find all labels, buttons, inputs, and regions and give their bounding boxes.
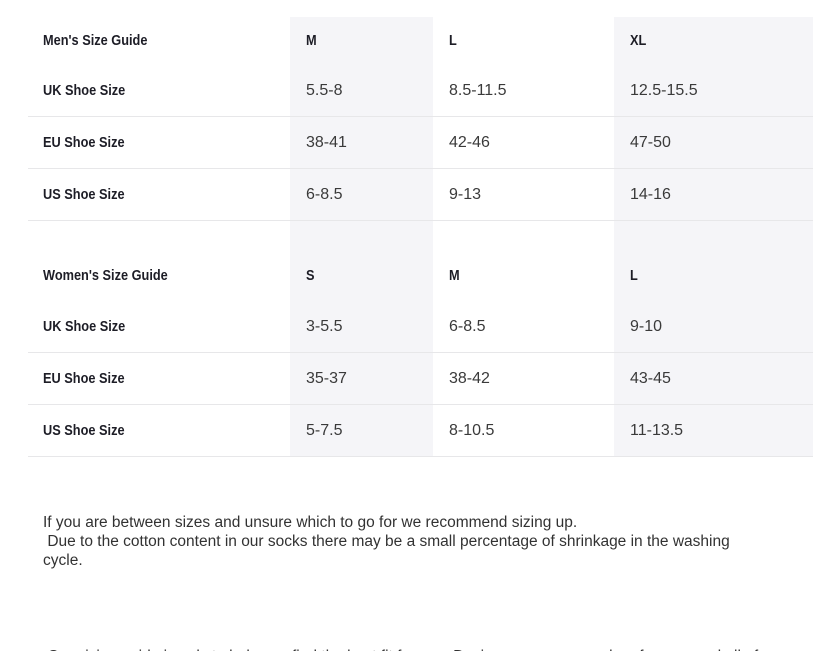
size-column-header-cell: M: [433, 250, 614, 301]
size-value: 9-10: [630, 317, 663, 335]
spacer-cell: [433, 221, 614, 251]
sizing-guide-page: Men's Size Guide M L XL UK Shoe Size 5.5…: [0, 17, 840, 651]
row-label-cell: EU Shoe Size: [28, 352, 290, 405]
size-value-cell: 38-42: [433, 352, 614, 405]
row-label: UK Shoe Size: [43, 318, 126, 335]
size-value-cell: 38-41: [290, 116, 433, 169]
womens-header-row: Women's Size Guide S M L: [28, 250, 813, 301]
size-value-cell: 9-13: [433, 168, 614, 221]
size-value-cell: 11-13.5: [614, 404, 813, 457]
table-row: US Shoe Size 6-8.5 9-13 14-16: [28, 168, 813, 221]
size-value: 8.5-11.5: [449, 81, 507, 99]
size-column-header-cell: L: [433, 17, 614, 65]
size-value: 8-10.5: [449, 421, 495, 439]
table-row: US Shoe Size 5-7.5 8-10.5 11-13.5: [28, 404, 813, 457]
table-row: EU Shoe Size 35-37 38-42 43-45: [28, 352, 813, 405]
row-label: US Shoe Size: [43, 422, 125, 439]
sizing-up-note: If you are between sizes and unsure whic…: [43, 514, 730, 569]
size-value: 38-41: [306, 133, 347, 151]
size-value: 12.5-15.5: [630, 81, 698, 99]
size-value-cell: 6-8.5: [433, 301, 614, 353]
size-value: 14-16: [630, 185, 671, 203]
size-column-header: L: [630, 267, 638, 284]
row-label-cell: UK Shoe Size: [28, 301, 290, 353]
womens-section-title-cell: Women's Size Guide: [28, 250, 290, 301]
size-value-cell: 6-8.5: [290, 168, 433, 221]
size-guide-table: Men's Size Guide M L XL UK Shoe Size 5.5…: [28, 17, 813, 457]
size-value-cell: 43-45: [614, 352, 813, 405]
size-value-cell: 8.5-11.5: [433, 65, 614, 117]
size-column-header: L: [449, 33, 457, 49]
row-label: UK Shoe Size: [43, 82, 126, 99]
size-value: 5.5-8: [306, 81, 343, 99]
size-value-cell: 5.5-8: [290, 65, 433, 117]
table-row: UK Shoe Size 5.5-8 8.5-11.5 12.5-15.5: [28, 65, 813, 117]
size-value: 47-50: [630, 133, 671, 151]
table-row: EU Shoe Size 38-41 42-46 47-50: [28, 116, 813, 169]
size-value-cell: 35-37: [290, 352, 433, 405]
size-value: 43-45: [630, 369, 671, 387]
size-value-cell: 47-50: [614, 116, 813, 169]
size-value: 6-8.5: [306, 185, 343, 203]
size-value: 38-42: [449, 369, 490, 387]
row-label-cell: US Shoe Size: [28, 404, 290, 457]
row-label: EU Shoe Size: [43, 370, 125, 387]
size-value-cell: 12.5-15.5: [614, 65, 813, 117]
row-label-cell: UK Shoe Size: [28, 65, 290, 117]
size-column-header-cell: XL: [614, 17, 813, 65]
size-value-cell: 3-5.5: [290, 301, 433, 353]
size-column-header-cell: S: [290, 250, 433, 301]
size-value-cell: 9-10: [614, 301, 813, 353]
spacer-row: [28, 220, 813, 251]
row-label-cell: US Shoe Size: [28, 168, 290, 221]
size-column-header: S: [306, 267, 315, 284]
mens-section-title: Men's Size Guide: [43, 33, 148, 49]
size-value-cell: 42-46: [433, 116, 614, 169]
fit-preference-note: Our sizing guide is only to help you fin…: [43, 647, 818, 651]
size-value: 5-7.5: [306, 421, 343, 439]
size-value: 11-13.5: [630, 421, 684, 439]
spacer-cell: [614, 220, 813, 250]
size-column-header-cell: L: [614, 250, 813, 301]
size-value: 6-8.5: [449, 317, 486, 335]
size-column-header-cell: M: [290, 17, 433, 65]
spacer-cell: [28, 221, 290, 251]
size-value-cell: 8-10.5: [433, 404, 614, 457]
size-value: 35-37: [306, 369, 347, 387]
spacer-cell: [290, 220, 433, 250]
row-label: US Shoe Size: [43, 186, 125, 203]
size-value: 42-46: [449, 133, 490, 151]
mens-header-row: Men's Size Guide M L XL: [28, 17, 813, 65]
size-value: 3-5.5: [306, 317, 343, 335]
notes-section: If you are between sizes and unsure whic…: [43, 475, 818, 651]
row-label-cell: EU Shoe Size: [28, 116, 290, 169]
size-value: 9-13: [449, 185, 482, 203]
mens-section-title-cell: Men's Size Guide: [28, 17, 290, 65]
size-value-cell: 5-7.5: [290, 404, 433, 457]
size-column-header: M: [449, 267, 460, 284]
size-column-header: M: [306, 33, 317, 49]
table-row: UK Shoe Size 3-5.5 6-8.5 9-10: [28, 301, 813, 353]
womens-section-title: Women's Size Guide: [43, 267, 168, 284]
row-label: EU Shoe Size: [43, 134, 125, 151]
size-column-header: XL: [630, 33, 647, 49]
size-value-cell: 14-16: [614, 168, 813, 221]
